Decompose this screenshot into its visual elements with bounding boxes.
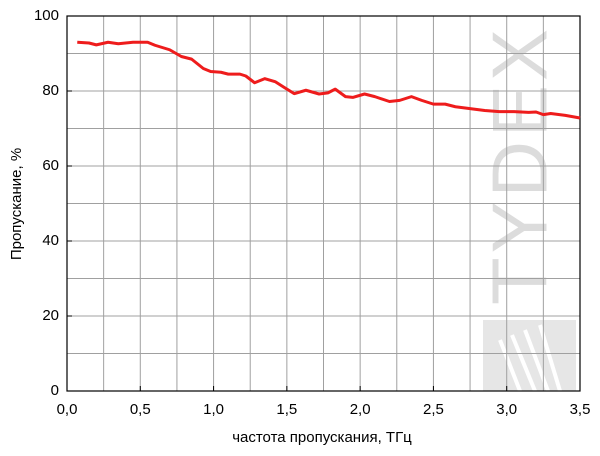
watermark-text: TYDEX [476,25,564,305]
y-tick-label: 40 [42,232,59,249]
plot-frame [66,15,581,392]
data-line [77,40,581,120]
x-axis-title: частота пропускания, ТГц [232,429,412,446]
plot-area: 0,0 0,5 1,0 1,5 2,0 2,5 3,0 3,5 0 20 40 60 80 100 [34,7,590,418]
y-tick-label: 20 [42,307,59,324]
x-tick-label: 1,0 [203,401,224,418]
watermark-logo [483,320,576,392]
x-tick-label: 0,0 [57,401,78,418]
x-tick-label: 3,5 [570,401,591,418]
logo-stripes [498,324,562,392]
x-tick-label: 0,5 [130,401,151,418]
x-tick-label: 2,0 [350,401,371,418]
y-tick-label: 100 [34,7,59,24]
x-tick-label: 1,5 [276,401,297,418]
x-tick-label: 2,5 [423,401,444,418]
y-tick-label: 60 [42,157,59,174]
y-axis-title: Пропускание, % [8,148,25,260]
y-tick-label: 0 [51,382,59,399]
y-tick-label: 80 [42,82,59,99]
x-tick-label: 3,0 [496,401,517,418]
